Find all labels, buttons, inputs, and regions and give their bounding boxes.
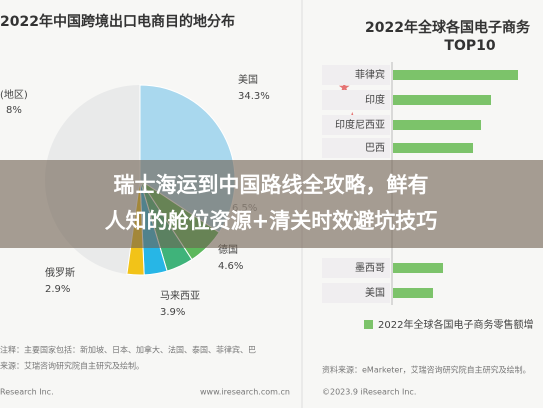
- overlay-line: 瑞士海运到中国路线全攻略，鲜有: [114, 173, 429, 197]
- bar: [393, 288, 433, 298]
- country: 印度: [365, 93, 385, 106]
- note: 资料来源：eMarketer，艾瑞咨询研究院自主研究及绘制。: [322, 365, 531, 375]
- bar: [393, 70, 518, 80]
- slice-name: 美国: [238, 73, 258, 86]
- legend-swatch: [364, 320, 373, 329]
- slice-label: 34.3%: [238, 91, 270, 102]
- overlay-band: [0, 160, 543, 248]
- country: 美国: [365, 286, 385, 299]
- slice-name: 马来西亚: [160, 290, 200, 302]
- slice-label: 3.9%: [160, 307, 185, 318]
- slice-label: 4.6%: [218, 261, 243, 272]
- note: 注释：主要国家包括：新加坡、日本、加拿大、法国、泰国、菲律宾、巴: [0, 345, 256, 355]
- partial-value: 8%: [6, 105, 22, 116]
- bar-row: [322, 138, 390, 158]
- right-subtitle: TOP10: [444, 38, 495, 54]
- right-title: 2022年全球各国电子商务: [365, 19, 531, 36]
- note: 来源：艾瑞咨询研究院自主研究及绘制。: [0, 361, 144, 371]
- slice-name: 俄罗斯: [45, 266, 75, 279]
- note: Research Inc.: [0, 388, 54, 397]
- bar: [393, 263, 443, 273]
- country: 印度尼西亚: [335, 118, 385, 131]
- bar-row: [322, 283, 390, 303]
- note: ©2023.9 iResearch Inc.: [322, 388, 416, 397]
- legend: 2022年全球各国电子商务零售额增: [378, 318, 533, 331]
- slice-label: 2.9%: [45, 284, 70, 295]
- note: www.iresearch.com.cn: [200, 388, 290, 397]
- bar: [393, 120, 481, 130]
- left-title: 2022年中国跨境出口电商目的地分布: [0, 13, 235, 30]
- country: 巴西: [365, 142, 385, 154]
- bar: [393, 95, 491, 105]
- partial-name: (地区): [0, 88, 28, 101]
- overlay-line: 人知的舱位资源+清关时效避坑技巧: [105, 209, 438, 233]
- bar-row: [322, 115, 390, 135]
- bar-row: [322, 65, 390, 85]
- country: 墨西哥: [355, 262, 385, 274]
- bar-row: [322, 258, 390, 278]
- country: 菲律宾: [355, 68, 385, 81]
- bar-row: [322, 90, 390, 110]
- bar: [393, 143, 473, 153]
